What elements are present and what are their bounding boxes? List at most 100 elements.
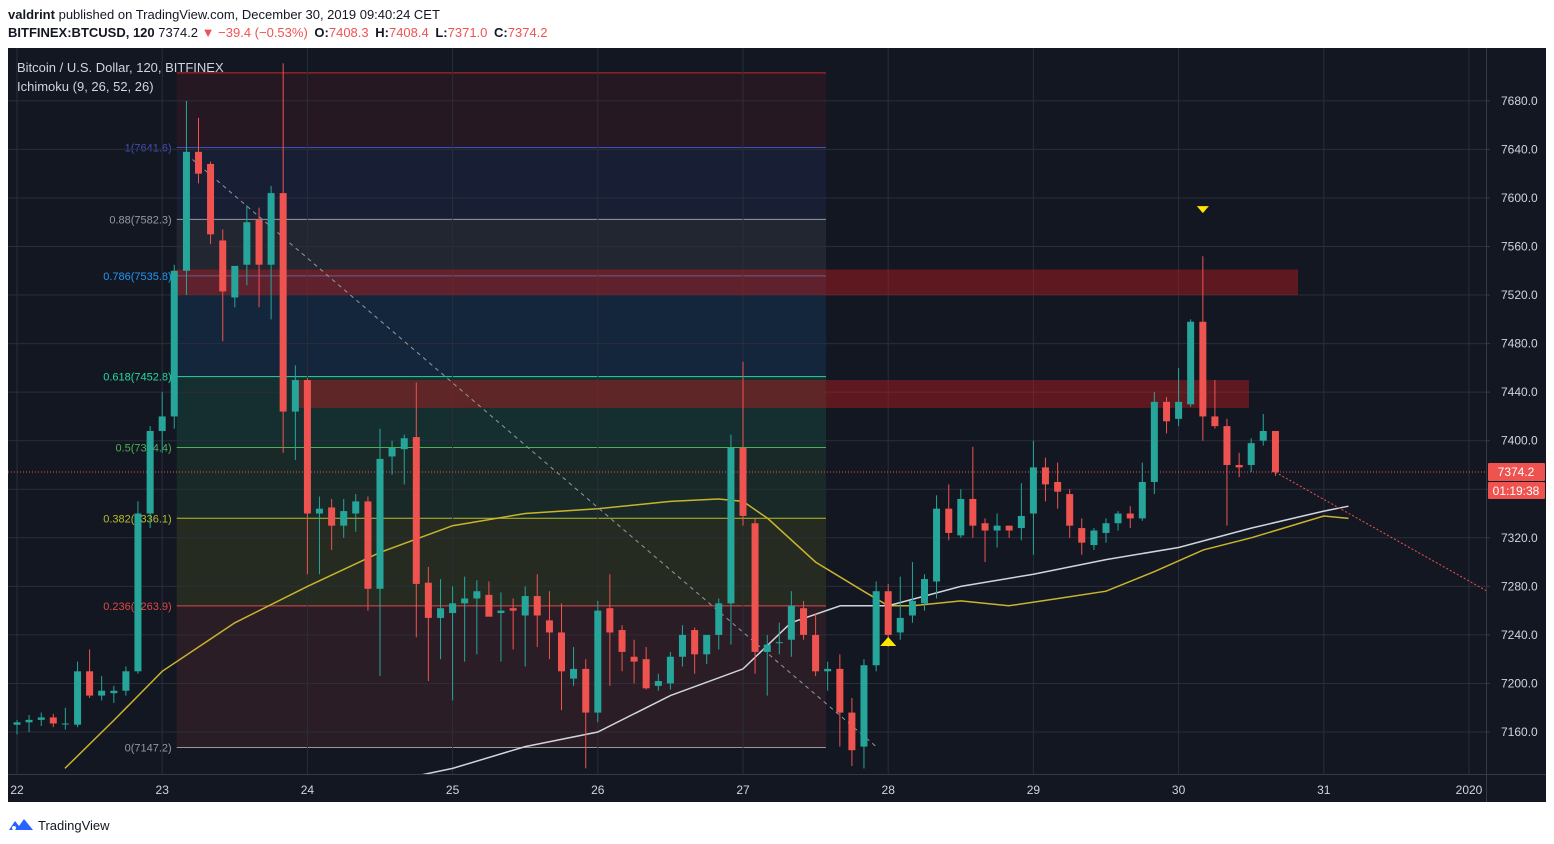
- candle-down[interactable]: [1066, 489, 1074, 538]
- candle-up[interactable]: [122, 666, 130, 696]
- candle-up[interactable]: [376, 428, 384, 677]
- candle-up[interactable]: [1175, 367, 1183, 427]
- candle-down[interactable]: [558, 603, 565, 711]
- candle-down[interactable]: [642, 647, 650, 690]
- candle-up[interactable]: [134, 501, 142, 674]
- candle-up[interactable]: [703, 634, 711, 665]
- candle-up[interactable]: [243, 205, 251, 286]
- candle-up[interactable]: [594, 600, 602, 723]
- candle-up[interactable]: [570, 647, 578, 686]
- candle-down[interactable]: [582, 659, 590, 769]
- candle-up[interactable]: [182, 100, 190, 296]
- candle-down[interactable]: [1126, 506, 1134, 529]
- candle-up[interactable]: [860, 659, 868, 769]
- candle-up[interactable]: [715, 598, 723, 650]
- candle-down[interactable]: [812, 613, 820, 677]
- candle-up[interactable]: [1102, 518, 1110, 543]
- candle-down[interactable]: [1041, 457, 1049, 502]
- candle-up[interactable]: [98, 676, 106, 701]
- candle-down[interactable]: [1005, 525, 1013, 538]
- candle-up[interactable]: [957, 489, 965, 538]
- candle-up[interactable]: [400, 434, 408, 485]
- candle-up[interactable]: [727, 434, 735, 645]
- candle-up[interactable]: [340, 498, 348, 538]
- candle-up[interactable]: [521, 586, 529, 667]
- candle-down[interactable]: [606, 574, 614, 686]
- candle-up[interactable]: [654, 673, 662, 691]
- candle-up[interactable]: [666, 651, 674, 690]
- candle-up[interactable]: [231, 265, 239, 308]
- candle-up[interactable]: [461, 576, 469, 662]
- candle-down[interactable]: [981, 518, 989, 563]
- candle-up[interactable]: [1150, 392, 1158, 495]
- candle-down[interactable]: [219, 229, 227, 342]
- buy-signal-icon[interactable]: [880, 636, 897, 646]
- candle-up[interactable]: [933, 495, 941, 599]
- candle-down[interactable]: [412, 382, 420, 638]
- candle-down[interactable]: [1211, 380, 1219, 429]
- candle-up[interactable]: [315, 496, 323, 575]
- projection-arrow[interactable]: [1275, 471, 1554, 676]
- candle-up[interactable]: [1259, 413, 1267, 446]
- candle-up[interactable]: [678, 625, 686, 667]
- candle-up[interactable]: [1017, 483, 1025, 541]
- candle-down[interactable]: [618, 625, 626, 672]
- brand-name[interactable]: TradingView: [38, 817, 110, 833]
- candle-down[interactable]: [630, 639, 638, 684]
- candle-up[interactable]: [37, 712, 45, 726]
- candle-up[interactable]: [1114, 511, 1122, 531]
- candle-up[interactable]: [146, 426, 154, 529]
- candle-up[interactable]: [61, 707, 69, 730]
- candle-up[interactable]: [1138, 462, 1146, 521]
- candle-down[interactable]: [195, 117, 202, 184]
- candle-up[interactable]: [1029, 440, 1037, 555]
- sell-signal-icon[interactable]: [1196, 206, 1209, 214]
- candle-up[interactable]: [908, 562, 916, 623]
- candle-up[interactable]: [170, 264, 178, 429]
- candle-up[interactable]: [1187, 319, 1195, 407]
- candle-down[interactable]: [691, 627, 699, 674]
- candle-up[interactable]: [267, 185, 275, 320]
- candle-up[interactable]: [497, 592, 505, 662]
- axes[interactable]: 7160.07200.07240.07280.07320.07360.07400…: [8, 48, 1546, 802]
- candle-up[interactable]: [787, 591, 795, 657]
- candle-down[interactable]: [86, 649, 94, 699]
- candle-down[interactable]: [364, 496, 372, 611]
- candle-up[interactable]: [352, 494, 360, 532]
- candle-down[interactable]: [509, 598, 517, 650]
- candle-up[interactable]: [872, 581, 880, 672]
- candle-up[interactable]: [896, 576, 904, 640]
- candle-down[interactable]: [328, 498, 336, 550]
- candle-down[interactable]: [279, 63, 287, 453]
- candle-down[interactable]: [1235, 452, 1243, 478]
- candle-down[interactable]: [1271, 430, 1279, 476]
- candle-down[interactable]: [255, 207, 263, 308]
- candle-down[interactable]: [424, 566, 432, 682]
- candle-down[interactable]: [49, 713, 57, 728]
- candle-up[interactable]: [110, 685, 118, 703]
- candle-down[interactable]: [945, 484, 953, 541]
- candle-up[interactable]: [824, 661, 832, 691]
- candle-up[interactable]: [291, 365, 299, 461]
- author-name[interactable]: valdrint: [8, 7, 55, 22]
- candle-down[interactable]: [739, 361, 747, 526]
- candle-down[interactable]: [1078, 518, 1086, 555]
- candle-up[interactable]: [921, 574, 928, 611]
- candle-up[interactable]: [437, 579, 445, 660]
- candle-down[interactable]: [751, 518, 759, 674]
- candle-down[interactable]: [545, 591, 553, 660]
- candle-up[interactable]: [763, 634, 771, 696]
- candle-down[interactable]: [1054, 462, 1062, 509]
- candle-down[interactable]: [884, 583, 892, 648]
- candle-down[interactable]: [836, 654, 844, 747]
- candle-up[interactable]: [25, 715, 33, 732]
- candle-up[interactable]: [13, 719, 21, 735]
- candle-up[interactable]: [1247, 438, 1255, 473]
- annotations[interactable]: [880, 206, 1554, 676]
- candle-up[interactable]: [775, 622, 783, 655]
- indicator-label[interactable]: Ichimoku (9, 26, 52, 26): [17, 79, 154, 94]
- candle-down[interactable]: [800, 600, 808, 640]
- candle-up[interactable]: [473, 580, 481, 655]
- candles[interactable]: [13, 63, 1279, 769]
